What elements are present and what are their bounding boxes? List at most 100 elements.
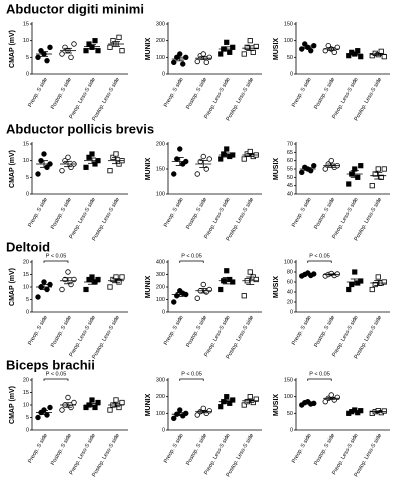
point — [65, 269, 71, 275]
point — [194, 295, 200, 301]
x-tick-label: Preop. Less-S side — [331, 77, 359, 120]
y-tick-label: 15 — [23, 21, 29, 27]
x-tick-label: Postop. Less-S side — [226, 315, 256, 360]
point — [107, 284, 113, 290]
x-tick-label: Postop. Less-S side — [354, 197, 384, 242]
point — [171, 415, 177, 422]
point — [311, 162, 317, 169]
point — [346, 181, 352, 187]
point — [378, 174, 384, 180]
point — [247, 38, 253, 44]
point — [171, 59, 177, 66]
point — [35, 414, 41, 421]
annotation: P < 0.05 — [181, 253, 202, 259]
point — [224, 39, 230, 45]
y-tick-label: 50 — [287, 411, 293, 417]
y-tick-label: 10 — [23, 284, 29, 290]
point — [227, 49, 233, 55]
point — [171, 171, 177, 177]
x-tick-label: Preop. Less-S side — [203, 433, 231, 476]
y-tick-label: 300 — [156, 377, 165, 383]
point — [218, 51, 224, 57]
y-tick-label: 200 — [156, 38, 165, 44]
x-tick-label: Postop. Less-S side — [354, 315, 384, 360]
point — [116, 34, 122, 40]
point — [355, 48, 361, 54]
point — [358, 54, 364, 60]
annotation: P < 0.05 — [46, 253, 67, 259]
significance-bracket — [179, 260, 204, 263]
x-tick-label: Postop. Less-S side — [354, 433, 384, 477]
point — [92, 161, 98, 167]
x-tick-label: Postop. Less-S side — [91, 433, 121, 477]
point — [59, 51, 65, 57]
point — [322, 166, 328, 172]
point — [349, 281, 355, 288]
y-axis-label: CMAP (mV) — [9, 268, 16, 306]
point — [322, 398, 328, 405]
point — [119, 48, 125, 54]
x-tick-label: Preop. S side — [291, 433, 313, 465]
section-title: Abductor pollicis brevis — [6, 121, 154, 136]
point — [194, 171, 200, 177]
y-tick-label: 0 — [162, 71, 165, 77]
x-tick-label: Postop. S side — [313, 77, 336, 111]
y-tick-label: 0 — [162, 427, 165, 433]
x-tick-label: Postop. S side — [313, 197, 336, 231]
x-tick-label: Postop. S side — [313, 315, 336, 349]
point — [95, 276, 101, 283]
point — [369, 286, 375, 293]
y-tick-label: 55 — [287, 166, 293, 172]
point — [381, 279, 387, 285]
point — [92, 38, 98, 44]
x-tick-label: Postop. S side — [313, 433, 336, 467]
y-tick-label: 5 — [26, 175, 29, 181]
point — [194, 412, 200, 418]
x-tick-label: Postop. S side — [185, 197, 208, 231]
significance-bracket — [307, 378, 332, 381]
y-tick-label: 5 — [26, 297, 29, 303]
point — [358, 278, 364, 284]
y-tick-label: 50 — [287, 55, 293, 61]
point — [241, 156, 247, 162]
x-tick-label: Postop. Less-S side — [354, 77, 384, 122]
point — [200, 405, 206, 412]
y-axis-label: MUSIX — [273, 158, 280, 181]
section-title: Biceps brachii — [6, 357, 95, 372]
point — [346, 286, 352, 293]
y-tick-label: 100 — [284, 259, 293, 265]
point — [334, 271, 340, 277]
y-tick-label: 5 — [26, 415, 29, 421]
y-tick-label: 100 — [156, 191, 165, 197]
x-tick-label: Preop. Less-S side — [69, 433, 97, 476]
x-tick-label: Preop. S side — [291, 77, 313, 109]
point — [95, 399, 101, 406]
y-tick-label: 10 — [23, 402, 29, 408]
y-tick-label: 0 — [290, 71, 293, 77]
x-tick-label: Preop. Less-S side — [331, 315, 359, 358]
point — [378, 48, 384, 54]
y-tick-label: 300 — [156, 21, 165, 27]
point — [328, 157, 334, 164]
x-tick-label: Preop. Less-S side — [331, 197, 359, 240]
y-tick-label: 50 — [287, 175, 293, 181]
section-title: Deltoid — [6, 239, 50, 254]
point — [68, 164, 74, 171]
point — [224, 394, 230, 400]
y-tick-label: 150 — [284, 377, 293, 383]
point — [224, 146, 230, 152]
point — [68, 54, 74, 61]
point — [89, 397, 95, 403]
point — [200, 281, 206, 288]
point — [334, 394, 340, 401]
x-tick-label: Postop. S side — [185, 433, 208, 467]
x-tick-label: Postop. Less-S side — [226, 433, 256, 477]
y-tick-label: 400 — [156, 259, 165, 265]
point — [35, 171, 41, 177]
x-tick-label: Preop. Less-S side — [69, 77, 97, 120]
y-axis-label: CMAP (mV) — [9, 386, 16, 424]
x-tick-label: Preop. Less-S side — [69, 315, 97, 358]
section-title: Abductor digiti minimi — [6, 1, 144, 16]
point — [375, 274, 381, 280]
point — [299, 169, 305, 176]
